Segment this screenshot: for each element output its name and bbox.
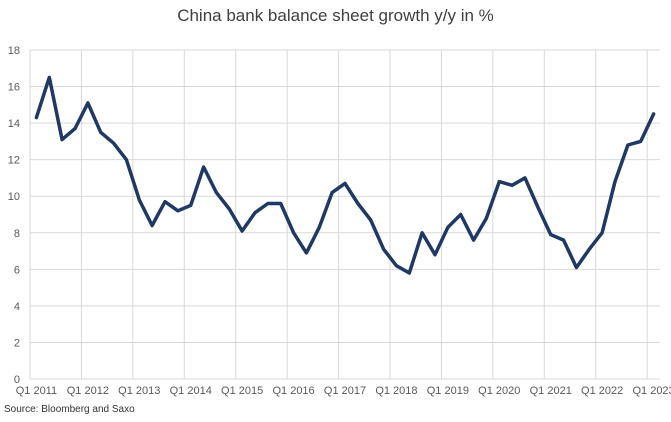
- x-tick-label: Q1 2022: [581, 385, 623, 397]
- x-tick-label: Q1 2020: [478, 385, 520, 397]
- x-tick-label: Q1 2011: [16, 385, 57, 397]
- y-tick-label: 8: [14, 228, 20, 240]
- source-note: Source: Bloomberg and Saxo: [4, 404, 135, 415]
- x-tick-label: Q1 2019: [427, 385, 469, 397]
- chart-title: China bank balance sheet growth y/y in %: [177, 6, 494, 25]
- x-tick-label: Q1 2017: [324, 385, 366, 397]
- x-tick-label: Q1 2023: [632, 385, 671, 397]
- x-tick-label: Q1 2012: [67, 385, 109, 397]
- x-tick-label: Q1 2013: [118, 385, 160, 397]
- x-tick-label: Q1 2018: [375, 385, 417, 397]
- series-line: [34, 75, 656, 275]
- x-tick-label: Q1 2016: [272, 385, 314, 397]
- x-tick-label: Q1 2014: [170, 385, 212, 397]
- y-tick-label: 18: [8, 45, 20, 57]
- y-tick-label: 16: [8, 82, 20, 94]
- y-tick-label: 4: [14, 301, 20, 313]
- y-tick-label: 10: [8, 191, 20, 203]
- y-tick-label: 2: [14, 337, 20, 349]
- x-tick-label: Q1 2021: [530, 385, 572, 397]
- y-tick-label: 12: [8, 155, 20, 167]
- y-tick-label: 6: [14, 264, 20, 276]
- y-tick-label: 0: [14, 374, 20, 386]
- x-tick-label: Q1 2015: [221, 385, 263, 397]
- y-tick-label: 14: [8, 118, 20, 130]
